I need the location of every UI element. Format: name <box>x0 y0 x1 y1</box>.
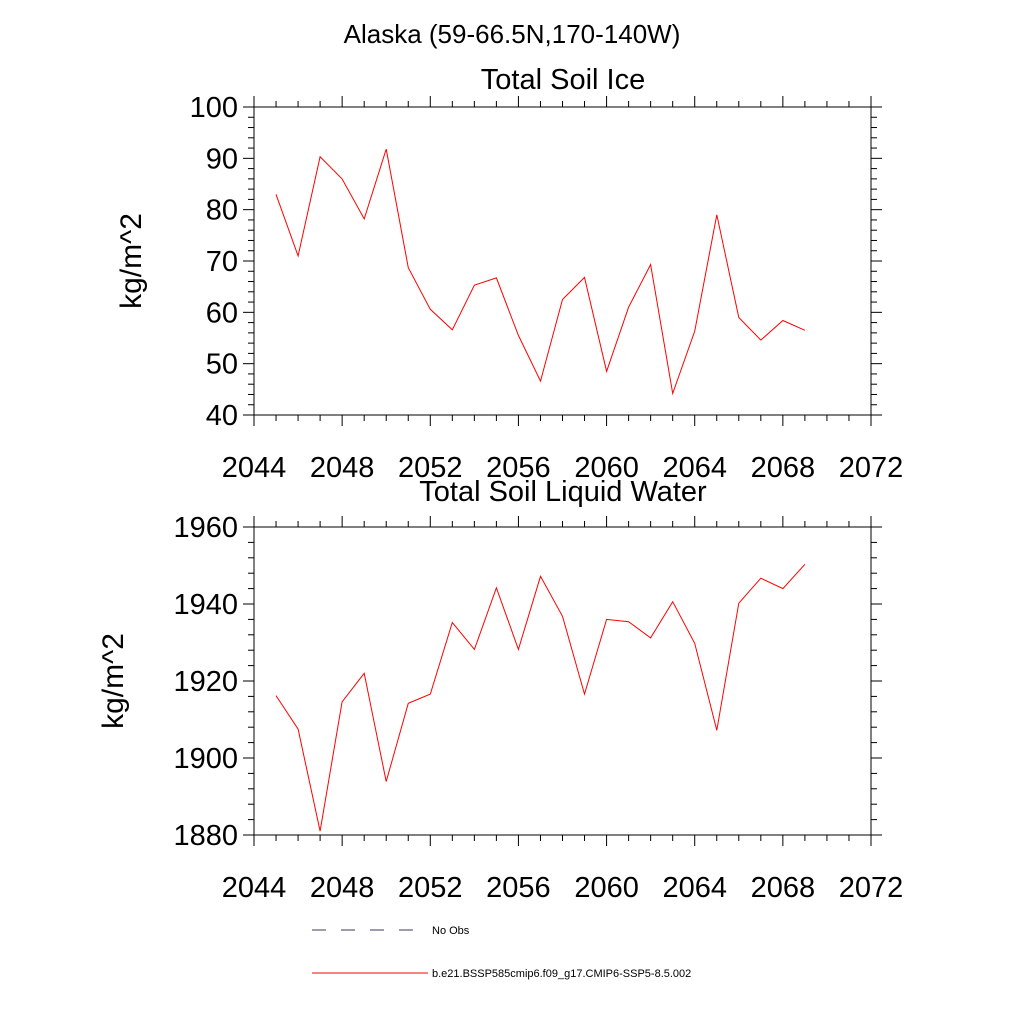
soil-liquid-water-x-tick-label: 2052 <box>398 872 463 904</box>
soil-liquid-water-x-tick-label: 2056 <box>486 872 551 904</box>
soil-ice-x-tick-label: 2044 <box>222 452 287 484</box>
legend: No Obs b.e21.BSSP585cmip6.f09_g17.CMIP6-… <box>312 925 691 980</box>
soil-ice-ylabel: kg/m^2 <box>115 213 148 309</box>
soil-ice-x-tick-labels: 2044 2048 2052 2056 2060 2064 2068 2072 <box>222 452 904 484</box>
soil-liquid-water-major-ticks <box>243 516 882 846</box>
soil-ice-y-tick-label: 90 <box>206 143 238 175</box>
soil-liquid-water-y-tick-labels: 1880 1900 1920 1940 1960 <box>173 512 238 852</box>
legend-item-model-run: b.e21.BSSP585cmip6.f09_g17.CMIP6-SSP5-8.… <box>312 968 691 980</box>
soil-ice-title: Total Soil Ice <box>481 64 645 96</box>
soil-liquid-water-y-tick-label: 1880 <box>173 820 238 852</box>
soil-ice-y-tick-label: 70 <box>206 246 238 278</box>
soil-liquid-water-y-tick-label: 1920 <box>173 666 238 698</box>
soil-liquid-water-x-tick-label: 2072 <box>839 872 904 904</box>
legend-item-no-obs: No Obs <box>312 925 470 937</box>
soil-ice-y-tick-label: 60 <box>206 297 238 329</box>
soil-liquid-water-y-tick-label: 1960 <box>173 512 238 544</box>
soil-ice-y-tick-label: 40 <box>206 400 238 432</box>
soil-liquid-water-minor-ticks <box>248 521 877 841</box>
soil-liquid-water-series-line <box>275 563 806 832</box>
soil-ice-x-tick-label: 2068 <box>751 452 816 484</box>
soil-liquid-water-x-tick-label: 2068 <box>751 872 816 904</box>
soil-liquid-water-x-tick-label: 2048 <box>310 872 375 904</box>
soil-ice-x-tick-label: 2060 <box>574 452 639 484</box>
soil-ice-major-ticks <box>243 96 882 426</box>
soil-liquid-water-y-tick-label: 1940 <box>173 589 238 621</box>
soil-ice-x-tick-label: 2052 <box>398 452 463 484</box>
soil-ice-y-tick-label: 50 <box>206 349 238 381</box>
soil-ice-x-tick-label: 2064 <box>662 452 727 484</box>
soil-ice-x-tick-label: 2056 <box>486 452 551 484</box>
soil-liquid-water-title: Total Soil Liquid Water <box>419 476 707 508</box>
soil-ice-y-tick-label: 100 <box>190 92 238 124</box>
soil-liquid-water-ylabel: kg/m^2 <box>97 633 130 729</box>
soil-ice-y-tick-labels: 40 50 60 70 80 90 100 <box>190 92 238 432</box>
soil-liquid-water-x-tick-labels: 2044 2048 2052 2056 2060 2064 2068 2072 <box>222 872 904 904</box>
soil-liquid-water-x-tick-label: 2044 <box>222 872 287 904</box>
soil-liquid-water-x-tick-label: 2060 <box>574 872 639 904</box>
soil-ice-x-tick-label: 2048 <box>310 452 375 484</box>
soil-ice-series-line <box>275 148 806 396</box>
soil-ice-x-tick-label: 2072 <box>839 452 904 484</box>
legend-label-model-run: b.e21.BSSP585cmip6.f09_g17.CMIP6-SSP5-8.… <box>432 968 691 980</box>
soil-ice-panel: Total Soil Ice kg/m^2 40 50 60 70 80 90 100 20… <box>115 64 903 484</box>
soil-liquid-water-y-tick-label: 1900 <box>173 743 238 775</box>
legend-label-no-obs: No Obs <box>432 925 470 937</box>
soil-liquid-water-plot-frame <box>253 526 872 836</box>
soil-ice-y-tick-label: 80 <box>206 195 238 227</box>
soil-ice-minor-ticks <box>248 101 877 421</box>
soil-liquid-water-x-tick-label: 2064 <box>662 872 727 904</box>
soil-ice-plot-frame <box>253 106 872 416</box>
soil-liquid-water-panel: Total Soil Liquid Water kg/m^2 188019001… <box>97 476 903 904</box>
figure-suptitle: Alaska (59-66.5N,170-140W) <box>344 19 681 49</box>
